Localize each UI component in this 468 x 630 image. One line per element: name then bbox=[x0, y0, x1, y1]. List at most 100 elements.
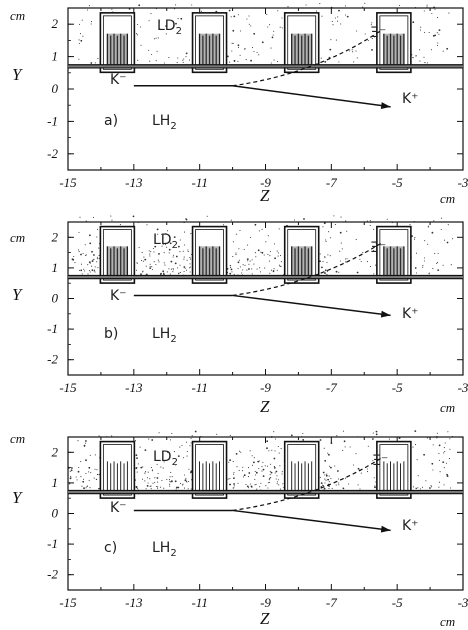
data-point bbox=[273, 30, 275, 32]
data-point bbox=[419, 49, 421, 51]
data-point bbox=[74, 262, 76, 264]
data-point bbox=[279, 26, 281, 28]
data-point bbox=[183, 231, 186, 233]
data-point bbox=[449, 438, 451, 440]
data-point bbox=[338, 61, 340, 63]
x-tick-label: -11 bbox=[191, 595, 207, 610]
data-point bbox=[189, 266, 192, 268]
data-point bbox=[265, 485, 267, 487]
data-point bbox=[231, 271, 233, 273]
target-upper-label: LD2 bbox=[157, 18, 182, 37]
data-point bbox=[426, 4, 428, 6]
data-point bbox=[81, 19, 83, 21]
data-point bbox=[324, 257, 326, 259]
k-plus-arrowhead bbox=[380, 310, 391, 318]
data-point bbox=[360, 472, 362, 474]
data-point bbox=[251, 268, 253, 270]
data-point bbox=[427, 226, 429, 228]
data-point bbox=[262, 461, 264, 463]
data-point bbox=[163, 461, 165, 463]
data-point bbox=[438, 29, 441, 31]
data-point bbox=[140, 44, 142, 46]
data-point bbox=[430, 485, 432, 487]
data-point bbox=[243, 248, 245, 251]
data-point bbox=[373, 228, 375, 230]
data-point bbox=[323, 222, 326, 225]
data-point bbox=[85, 442, 87, 444]
data-point bbox=[89, 487, 91, 489]
data-point bbox=[248, 472, 251, 474]
data-point bbox=[322, 485, 325, 487]
data-point bbox=[359, 488, 361, 490]
data-point bbox=[168, 479, 170, 481]
data-point bbox=[166, 246, 168, 248]
data-point bbox=[326, 273, 328, 275]
data-point bbox=[136, 467, 138, 469]
y-tick-label: -1 bbox=[47, 321, 58, 336]
data-point bbox=[179, 271, 182, 273]
data-point bbox=[156, 487, 159, 489]
data-point bbox=[247, 244, 249, 246]
data-point bbox=[179, 264, 181, 266]
data-point bbox=[277, 61, 279, 63]
data-point bbox=[86, 9, 89, 11]
data-point bbox=[450, 264, 452, 266]
data-point bbox=[149, 267, 152, 269]
data-point bbox=[329, 237, 331, 239]
data-point bbox=[156, 477, 159, 479]
panel-b: 2 1 0 -1 -2 -15 -13 -11 -9 -7 -5 -3 cm Y LD2 LH2 K… bbox=[10, 215, 468, 416]
data-point bbox=[279, 488, 281, 490]
data-point bbox=[320, 57, 322, 59]
data-point bbox=[135, 454, 138, 457]
data-point bbox=[85, 220, 87, 222]
data-point bbox=[147, 471, 149, 473]
data-point bbox=[176, 486, 178, 489]
data-point bbox=[186, 450, 188, 453]
data-point bbox=[190, 488, 192, 490]
data-point bbox=[170, 481, 172, 483]
data-point bbox=[80, 39, 83, 42]
data-point bbox=[267, 235, 269, 237]
data-point bbox=[267, 253, 269, 255]
data-point bbox=[231, 42, 233, 44]
data-point bbox=[247, 260, 249, 262]
data-point bbox=[431, 462, 434, 465]
data-point bbox=[80, 476, 82, 478]
data-point bbox=[142, 260, 144, 262]
data-point bbox=[147, 482, 149, 484]
data-point bbox=[243, 474, 246, 477]
data-point bbox=[222, 224, 224, 226]
data-point bbox=[98, 247, 100, 249]
data-point bbox=[150, 13, 152, 15]
data-point bbox=[180, 17, 183, 20]
x-tick-label: -9 bbox=[260, 175, 271, 190]
data-point bbox=[325, 479, 327, 481]
data-point bbox=[349, 50, 351, 52]
data-point bbox=[249, 260, 251, 262]
data-point bbox=[229, 272, 232, 275]
data-point bbox=[83, 487, 85, 490]
data-point bbox=[236, 466, 238, 468]
data-point bbox=[156, 463, 158, 465]
data-point bbox=[88, 466, 91, 469]
data-point bbox=[92, 216, 95, 218]
data-point bbox=[173, 236, 176, 239]
data-point bbox=[326, 270, 328, 273]
data-point bbox=[445, 462, 447, 464]
data-point bbox=[146, 477, 149, 479]
target-lower-label: LH2 bbox=[152, 326, 177, 345]
data-point bbox=[90, 23, 92, 25]
data-point bbox=[153, 251, 155, 253]
data-point bbox=[96, 261, 98, 263]
data-point bbox=[259, 271, 261, 273]
data-point bbox=[230, 268, 233, 271]
data-point bbox=[415, 252, 418, 254]
data-point bbox=[277, 252, 280, 254]
data-point bbox=[278, 264, 280, 266]
x-tick-label: -7 bbox=[326, 595, 337, 610]
data-point bbox=[327, 254, 329, 256]
detector-module-inner bbox=[379, 15, 409, 70]
data-point bbox=[140, 466, 143, 469]
data-point bbox=[266, 440, 269, 443]
data-point bbox=[444, 451, 446, 453]
